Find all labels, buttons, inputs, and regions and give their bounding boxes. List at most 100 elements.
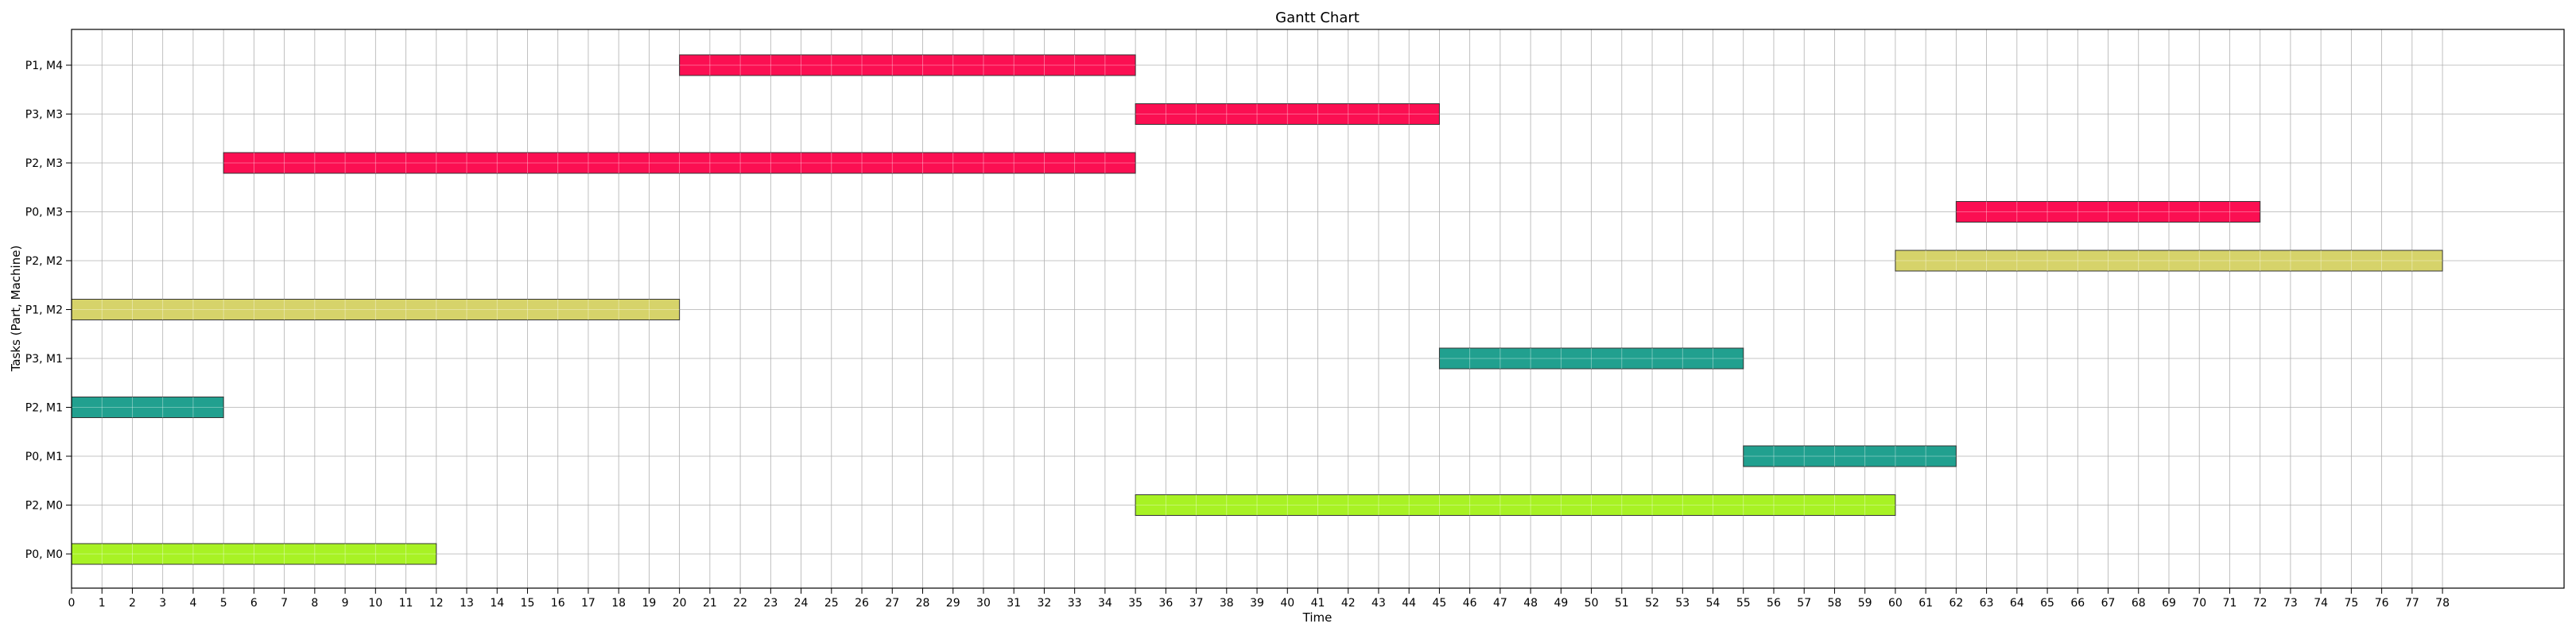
x-tick-label: 41 [1311, 597, 1325, 610]
x-tick-label: 69 [2162, 597, 2176, 610]
x-tick-label: 19 [642, 597, 656, 610]
x-tick-label: 58 [1828, 597, 1842, 610]
x-tick-label: 7 [281, 597, 288, 610]
x-tick-label: 45 [1433, 597, 1447, 610]
task-bar [71, 543, 437, 565]
x-tick-label: 25 [824, 597, 839, 610]
x-tick-label: 26 [855, 597, 869, 610]
chart-title: Gantt Chart [1275, 10, 1360, 26]
x-tick-label: 65 [2040, 597, 2054, 610]
task-bar [223, 152, 1136, 174]
task-bar [1438, 347, 1744, 370]
x-tick-label: 23 [763, 597, 778, 610]
x-tick-label: 70 [2192, 597, 2206, 610]
task-bar [1135, 494, 1896, 516]
x-tick-label: 5 [220, 597, 227, 610]
x-tick-label: 76 [2375, 597, 2389, 610]
x-tick-label: 22 [733, 597, 747, 610]
y-tick-label: P0, M0 [25, 548, 63, 561]
x-tick-label: 13 [460, 597, 474, 610]
x-tick-label: 17 [581, 597, 596, 610]
x-tick-label: 59 [1858, 597, 1872, 610]
x-tick-label: 78 [2435, 597, 2450, 610]
x-tick-label: 55 [1736, 597, 1751, 610]
x-tick-label: 48 [1523, 597, 1538, 610]
y-tick-label: P2, M2 [25, 255, 63, 268]
x-tick-label: 47 [1493, 597, 1507, 610]
x-tick-label: 12 [429, 597, 444, 610]
task-bar [679, 54, 1136, 76]
x-tick-label: 18 [611, 597, 626, 610]
x-tick-label: 73 [2283, 597, 2298, 610]
x-tick-label: 72 [2253, 597, 2268, 610]
task-bars [71, 54, 2443, 565]
x-tick-label: 54 [1706, 597, 1721, 610]
x-tick-label: 63 [1980, 597, 1994, 610]
x-tick-label: 9 [342, 597, 349, 610]
x-tick-label: 21 [703, 597, 717, 610]
y-tick-label: P0, M1 [25, 451, 63, 463]
x-tick-label: 29 [946, 597, 960, 610]
x-axis-label: Time [1302, 610, 1333, 625]
x-tick-label: 43 [1371, 597, 1386, 610]
task-bar [1743, 445, 1957, 467]
x-tick-label: 31 [1007, 597, 1021, 610]
x-tick-label: 75 [2344, 597, 2358, 610]
x-tick-label: 20 [673, 597, 687, 610]
x-axis-ticks: 0 1 2 3 4 5 6 7 8 9 10 11 12 13 14 15 16 17 18 19 20 21 22 23 24… [68, 588, 2450, 610]
task-bar [1135, 103, 1440, 125]
x-tick-label: 24 [794, 597, 809, 610]
x-tick-label: 71 [2223, 597, 2237, 610]
x-tick-label: 64 [2010, 597, 2024, 610]
x-tick-label: 39 [1250, 597, 1264, 610]
y-tick-label: P2, M1 [25, 402, 63, 415]
x-tick-label: 11 [399, 597, 413, 610]
x-tick-label: 37 [1189, 597, 1204, 610]
x-tick-label: 46 [1463, 597, 1477, 610]
y-tick-label: P1, M4 [25, 60, 63, 72]
y-axis-ticks: P0, M0 P2, M0 P0, M1 P2, M1 P3, M1 P1, M2 P2, … [25, 60, 72, 561]
x-tick-label: 4 [189, 597, 196, 610]
x-tick-label: 34 [1098, 597, 1112, 610]
x-tick-label: 53 [1675, 597, 1690, 610]
x-tick-label: 60 [1888, 597, 1903, 610]
x-tick-label: 28 [916, 597, 930, 610]
x-tick-label: 77 [2405, 597, 2419, 610]
y-tick-label: P1, M2 [25, 304, 63, 317]
task-bar [1895, 250, 2443, 272]
x-tick-label: 62 [1949, 597, 1963, 610]
x-tick-label: 66 [2070, 597, 2085, 610]
x-tick-label: 51 [1615, 597, 1629, 610]
x-tick-label: 74 [2314, 597, 2328, 610]
x-tick-label: 40 [1280, 597, 1294, 610]
y-tick-label: P3, M3 [25, 109, 63, 122]
x-tick-label: 32 [1038, 597, 1052, 610]
x-tick-label: 36 [1158, 597, 1173, 610]
task-bar [71, 299, 681, 320]
task-bar [1955, 201, 2261, 223]
y-tick-label: P3, M1 [25, 353, 63, 366]
x-tick-label: 14 [490, 597, 504, 610]
x-tick-label: 42 [1341, 597, 1356, 610]
y-tick-label: P2, M3 [25, 157, 63, 170]
x-tick-label: 35 [1128, 597, 1143, 610]
y-tick-label: P0, M3 [25, 207, 63, 219]
x-tick-label: 16 [551, 597, 565, 610]
x-tick-label: 68 [2132, 597, 2146, 610]
x-tick-label: 50 [1585, 597, 1599, 610]
task-bar [71, 397, 224, 418]
x-tick-label: 56 [1767, 597, 1781, 610]
x-tick-label: 33 [1068, 597, 1082, 610]
x-tick-label: 0 [68, 597, 76, 610]
x-tick-label: 15 [521, 597, 535, 610]
x-tick-label: 2 [129, 597, 136, 610]
x-tick-label: 3 [159, 597, 166, 610]
x-tick-label: 6 [250, 597, 258, 610]
x-tick-label: 1 [99, 597, 106, 610]
x-tick-label: 30 [976, 597, 991, 610]
x-tick-label: 27 [885, 597, 899, 610]
x-tick-label: 8 [311, 597, 318, 610]
x-tick-label: 38 [1220, 597, 1234, 610]
